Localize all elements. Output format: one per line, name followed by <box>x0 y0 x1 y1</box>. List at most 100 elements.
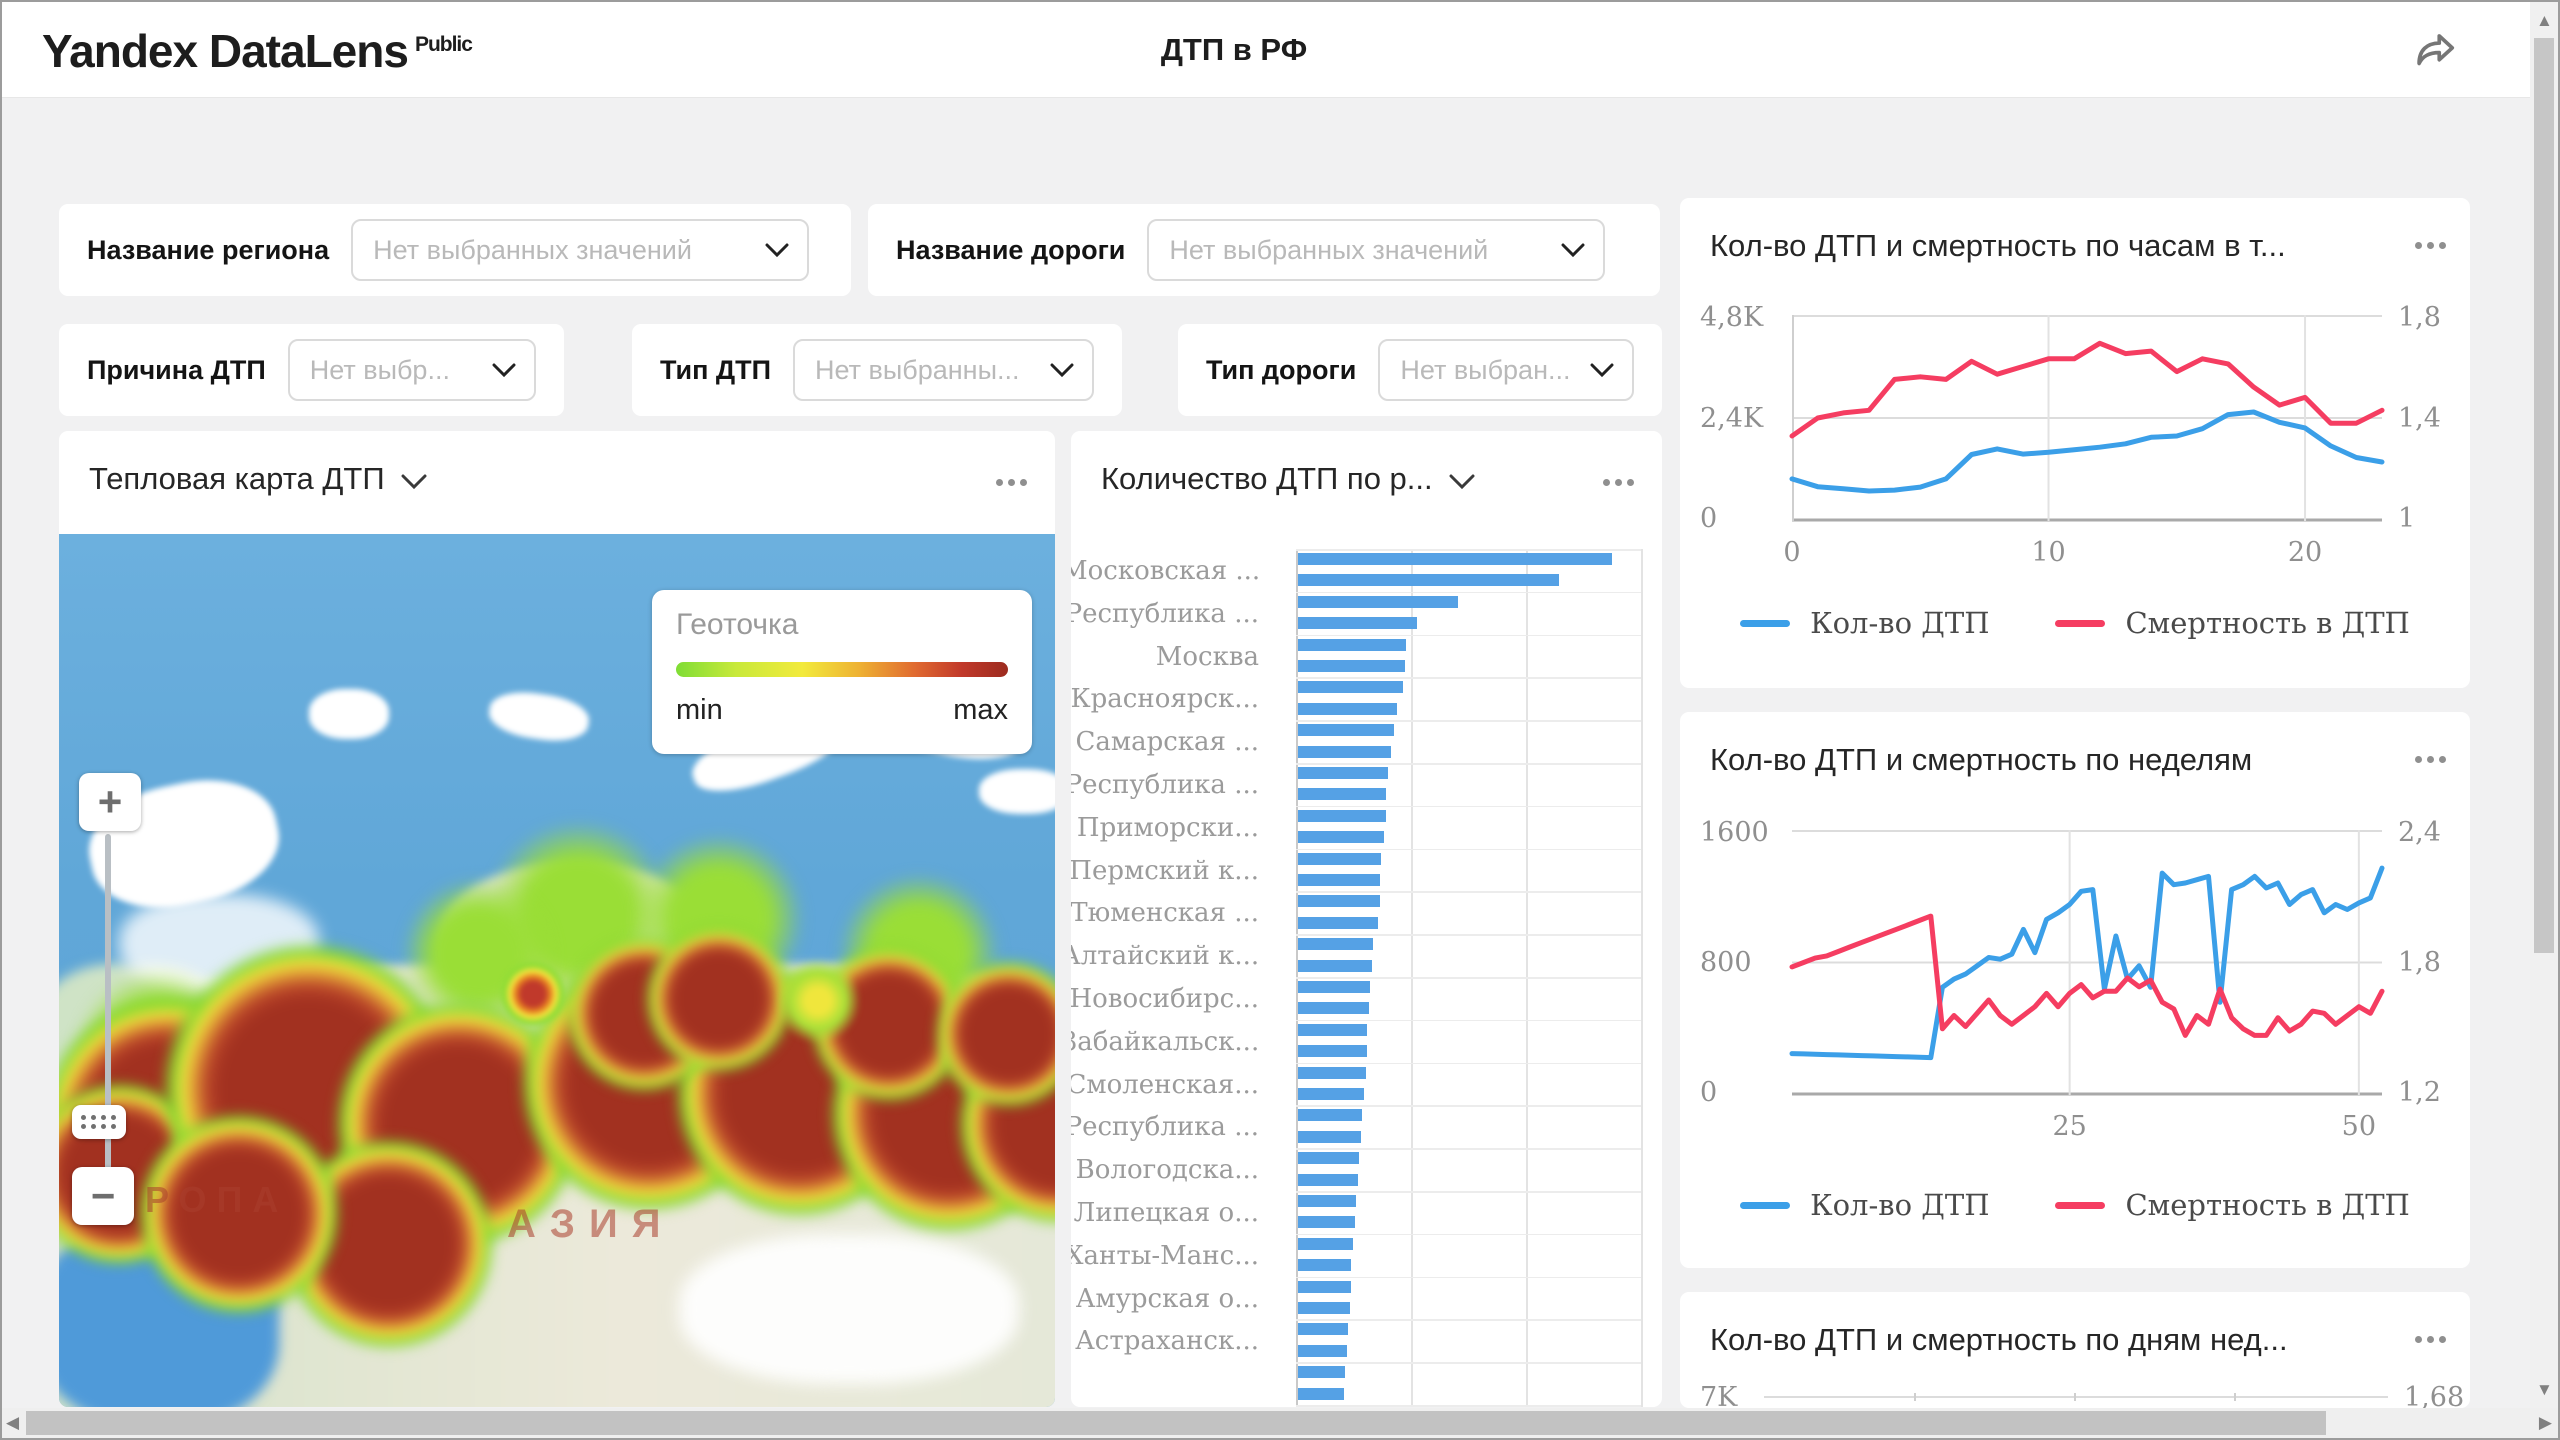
bar[interactable] <box>1298 1002 1369 1015</box>
bar[interactable] <box>1298 1088 1364 1100</box>
vertical-scrollbar-thumb[interactable] <box>2534 38 2554 953</box>
vertical-scrollbar[interactable]: ▲ ▼ <box>2530 2 2558 1408</box>
scroll-down-icon[interactable]: ▼ <box>2536 1380 2553 1399</box>
map-island <box>309 689 389 739</box>
cause-select-value: Нет выбр... <box>309 354 450 385</box>
bar[interactable] <box>1298 1259 1352 1272</box>
bar[interactable] <box>1298 1387 1344 1400</box>
region-select[interactable]: Нет выбранных значений <box>351 219 810 281</box>
bar[interactable] <box>1298 681 1404 694</box>
bar[interactable] <box>1298 1109 1363 1122</box>
bar-chart-plot <box>1296 549 1643 1407</box>
map-zoom-in-button[interactable]: + <box>79 773 141 831</box>
axis-tick-label: 1600 <box>1700 817 1769 848</box>
heatmap-menu-icon[interactable] <box>996 479 1003 486</box>
axis-tick-label: 1,2 <box>2398 1077 2441 1108</box>
bar-category-label: Астраханск... <box>1075 1326 1259 1357</box>
bar[interactable] <box>1298 895 1380 908</box>
scroll-left-icon[interactable]: ◀ <box>6 1413 20 1432</box>
bar[interactable] <box>1298 1130 1361 1143</box>
chevron-down-icon[interactable] <box>1449 474 1475 490</box>
bar[interactable] <box>1298 724 1394 737</box>
bar[interactable] <box>1298 638 1407 651</box>
bar[interactable] <box>1298 1280 1352 1293</box>
legend-label: Смертность в ДТП <box>2125 1188 2410 1222</box>
bar[interactable] <box>1298 1066 1366 1079</box>
road-select-value: Нет выбранных значений <box>1169 234 1489 265</box>
bar[interactable] <box>1298 1344 1347 1357</box>
bar[interactable] <box>1298 595 1459 608</box>
heatmap-title: Тепловая карта ДТП <box>89 461 385 496</box>
heat-blob <box>129 1104 349 1324</box>
bar-category-label: Республика ... <box>1071 598 1259 629</box>
bar[interactable] <box>1298 874 1380 886</box>
bar[interactable] <box>1298 1323 1349 1336</box>
bar[interactable] <box>1298 1237 1353 1250</box>
cause-select[interactable]: Нет выбр... <box>287 339 536 401</box>
axis-tick-label: 1,8 <box>2398 947 2441 978</box>
hours-chart-menu-icon[interactable] <box>2415 242 2422 249</box>
heat-spot <box>768 951 868 1051</box>
scroll-up-icon[interactable]: ▲ <box>2536 11 2553 30</box>
bar[interactable] <box>1298 1366 1346 1379</box>
chevron-down-icon[interactable] <box>401 474 427 490</box>
accident-type-select[interactable]: Нет выбранны... <box>793 339 1094 401</box>
bar[interactable] <box>1298 745 1391 758</box>
bar[interactable] <box>1298 1045 1368 1058</box>
bar[interactable] <box>1298 1302 1350 1314</box>
axis-tick-label: 2,4 <box>2398 817 2441 848</box>
bar[interactable] <box>1298 617 1418 630</box>
bar[interactable] <box>1298 1195 1357 1207</box>
bar[interactable] <box>1298 1216 1355 1229</box>
legend-item[interactable]: Кол-во ДТП <box>1740 1188 1989 1222</box>
legend-label: Кол-во ДТП <box>1810 606 1990 640</box>
road-select[interactable]: Нет выбранных значений <box>1147 219 1606 281</box>
bar-chart-menu-icon[interactable] <box>1603 479 1610 486</box>
map-legend-gradient <box>676 662 1008 677</box>
map-island <box>979 769 1055 814</box>
scroll-right-icon[interactable]: ▶ <box>2538 1413 2552 1432</box>
axis-tick-label: 2,4K <box>1700 402 1764 434</box>
chevron-down-icon <box>492 363 516 377</box>
map-zoom-slider-handle[interactable] <box>72 1105 126 1139</box>
weeks-chart-menu-icon[interactable] <box>2415 756 2422 763</box>
bar[interactable] <box>1298 852 1382 865</box>
filter-card-road-type: Тип дороги Нет выбран... <box>1178 324 1662 416</box>
map-zoom-slider-track[interactable] <box>105 834 111 1224</box>
bar[interactable] <box>1298 1173 1358 1186</box>
bar[interactable] <box>1298 574 1559 587</box>
bar[interactable] <box>1298 1152 1360 1165</box>
axis-tick-label: 10 <box>2031 537 2066 568</box>
bar-category-label: Самарская ... <box>1075 727 1259 758</box>
bar[interactable] <box>1298 959 1372 972</box>
axis-tick-label: 50 <box>2341 1111 2377 1142</box>
bar[interactable] <box>1298 553 1612 565</box>
legend-item[interactable]: Кол-во ДТП <box>1740 606 1989 640</box>
heatmap-map[interactable]: ЕВРОПА АЗИЯ + − Геоточка min max <box>59 534 1055 1407</box>
bar[interactable] <box>1298 788 1386 801</box>
bar[interactable] <box>1298 831 1385 844</box>
weeks-x-axis: 25 50 <box>1792 1111 2382 1142</box>
bar[interactable] <box>1298 660 1405 672</box>
bar[interactable] <box>1298 938 1374 951</box>
legend-item[interactable]: Смертность в ДТП <box>2055 606 2410 640</box>
bar[interactable] <box>1298 1023 1368 1036</box>
map-zoom-out-button[interactable]: − <box>72 1167 134 1225</box>
bar[interactable] <box>1298 981 1371 993</box>
legend-item[interactable]: Смертность в ДТП <box>2055 1188 2410 1222</box>
road-type-select[interactable]: Нет выбран... <box>1378 339 1634 401</box>
share-button[interactable] <box>2410 24 2462 76</box>
map-legend: Геоточка min max <box>652 590 1032 754</box>
weekdays-right-tick: 1,68 <box>2404 1382 2465 1408</box>
map-legend-min: min <box>676 694 723 726</box>
horizontal-scrollbar-thumb[interactable] <box>26 1411 2326 1435</box>
filter-label-accident-type: Тип ДТП <box>660 354 772 385</box>
bar[interactable] <box>1298 767 1388 779</box>
bar[interactable] <box>1298 809 1386 822</box>
weekdays-chart-menu-icon[interactable] <box>2415 1336 2422 1343</box>
bar[interactable] <box>1298 916 1379 929</box>
bar[interactable] <box>1298 702 1397 715</box>
chevron-down-icon <box>1590 363 1614 377</box>
horizontal-scrollbar[interactable]: ◀ ▶ <box>2 1408 2558 1438</box>
axis-tick-label: 25 <box>2052 1111 2087 1142</box>
